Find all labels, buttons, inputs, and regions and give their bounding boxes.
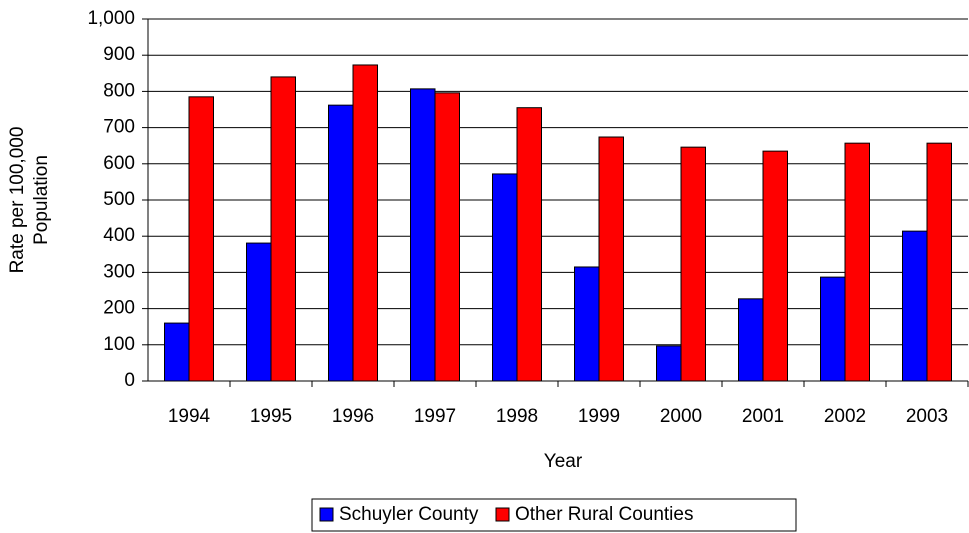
x-tick-label: 2002 — [824, 406, 866, 427]
x-tick-label: 1994 — [168, 406, 211, 427]
legend-label: Schuyler County — [339, 504, 479, 525]
y-axis-title: Rate per 100,000 Population — [7, 127, 52, 274]
bar — [188, 96, 214, 382]
bar — [820, 276, 846, 382]
y-tick-label: 1,000 — [87, 8, 135, 29]
bar — [902, 230, 928, 382]
y-axis-title-line: Rate per 100,000 — [7, 127, 28, 274]
y-tick-label: 500 — [103, 189, 135, 210]
x-tick-label: 1996 — [332, 406, 374, 427]
bar — [352, 64, 378, 382]
bar — [844, 142, 870, 382]
x-tick-label: 1999 — [578, 406, 620, 427]
legend-swatch — [319, 507, 334, 522]
legend-box — [311, 498, 797, 532]
bar — [410, 88, 436, 382]
bar — [656, 345, 682, 382]
y-tick-label: 300 — [103, 261, 135, 282]
x-axis-title: Year — [544, 451, 583, 472]
x-tick-label: 2003 — [906, 406, 948, 427]
bar — [516, 107, 542, 382]
y-tick-label: 700 — [103, 117, 135, 138]
bar — [598, 136, 624, 382]
x-tick-label: 2000 — [660, 406, 702, 427]
y-axis-title-line: Population — [31, 155, 52, 245]
bar — [680, 146, 706, 382]
bar — [738, 298, 764, 382]
y-tick-label: 0 — [124, 370, 135, 391]
legend-label: Other Rural Counties — [515, 504, 693, 525]
x-tick-label: 1995 — [250, 406, 292, 427]
y-tick-label: 200 — [103, 298, 135, 319]
x-tick-label: 1998 — [496, 406, 538, 427]
y-tick-label: 100 — [103, 334, 135, 355]
legend-swatch — [495, 507, 510, 522]
y-tick-label: 400 — [103, 225, 135, 246]
bar — [926, 142, 952, 382]
bar — [328, 104, 354, 382]
bar — [762, 150, 788, 382]
bar — [492, 173, 518, 382]
bar — [164, 322, 190, 382]
y-tick-label: 900 — [103, 44, 135, 65]
x-tick-label: 1997 — [414, 406, 456, 427]
bar — [574, 266, 600, 382]
bar — [246, 242, 272, 382]
x-tick-label: 2001 — [742, 406, 784, 427]
y-tick-label: 600 — [103, 153, 135, 174]
y-tick-label: 800 — [103, 80, 135, 101]
bar — [270, 76, 296, 382]
bar — [434, 92, 460, 382]
